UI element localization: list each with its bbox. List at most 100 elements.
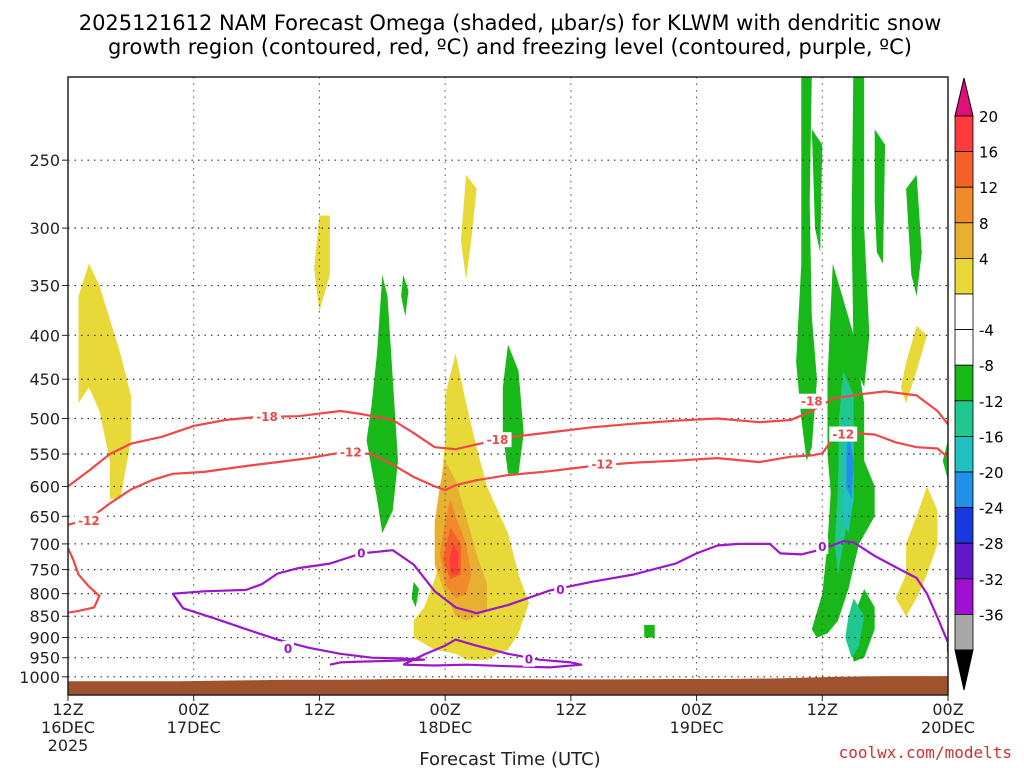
y-tick-label-750: 750: [29, 561, 60, 580]
colorbar-label-10: -20: [979, 464, 1004, 482]
colorbar-swatch-3: [954, 222, 974, 259]
y-tick-label-350: 350: [29, 277, 60, 296]
contour-label-bg-minus12-1: [336, 444, 365, 460]
colorbar-swatch-1: [954, 151, 974, 188]
colorbar-bottom-arrow: [954, 649, 974, 691]
y-tick-label-850: 850: [29, 607, 60, 626]
colorbar-label-6: -4: [979, 322, 994, 340]
y-tick-label-550: 550: [29, 445, 60, 464]
contour-label-zero_base-0: 0: [525, 653, 533, 667]
omega-region-neg12-25: [845, 598, 865, 658]
y-tick-label-450: 450: [29, 370, 60, 389]
y-tick-label-500: 500: [29, 409, 60, 428]
omega-region-pos4-6: [455, 645, 498, 660]
colorbar-swatch-7: [954, 364, 974, 402]
contour-zero: [172, 540, 948, 652]
colorbar-label-8: -12: [979, 393, 1004, 411]
colorbar-swatch-0: [954, 115, 974, 152]
x-tick-date-1: 17DEC: [167, 718, 221, 737]
y-tick-label-300: 300: [29, 219, 60, 238]
colorbar-top-arrow: [954, 77, 974, 117]
colorbar-swatch-2: [954, 186, 974, 224]
y-tick-label-400: 400: [29, 326, 60, 345]
colorbar-label-2: 12: [979, 179, 998, 197]
contour-label-zero-2: 0: [818, 540, 826, 554]
omega-region-neg20-27: [846, 433, 854, 499]
colorbar-label-13: -32: [979, 571, 1004, 589]
colorbar-label-11: -24: [979, 500, 1004, 518]
omega-region-neg8-20: [874, 129, 886, 264]
omega-region-neg8-14: [411, 581, 419, 608]
contour-zero_lower: [171, 593, 426, 666]
omega-region-neg8-12: [401, 274, 409, 317]
x-tick-label-7: 00Z: [932, 700, 963, 719]
colorbar-swatch-4: [954, 257, 974, 295]
y-tick-label-800: 800: [29, 585, 60, 604]
y-tick-label-600: 600: [29, 477, 60, 496]
omega-region-neg8-22: [942, 440, 948, 481]
omega-region-pos4-0: [78, 263, 131, 499]
colorbar-label-4: 4: [979, 250, 989, 268]
contour-label-zero_lower-0: 0: [284, 642, 292, 656]
ground-layer: [68, 676, 948, 695]
y-tick-label-700: 700: [29, 535, 60, 554]
contour-label-minus12-3: -12: [832, 428, 854, 442]
contour-label-minus12-1: -12: [340, 446, 362, 460]
colorbar-label-1: 16: [979, 144, 998, 162]
contour-label-minus18-0: -18: [256, 410, 278, 424]
contour-label-bg-zero_lower-0: [282, 640, 294, 656]
contour-label-minus12-0: -12: [78, 514, 100, 528]
contour-label-bg-zero-0: [355, 545, 368, 561]
omega-region-neg8-16: [796, 77, 817, 461]
colorbar-swatch-8: [954, 400, 974, 437]
y-axis-ticks: 250 300 350 400 450 500 550 600 650 700 750 800 850 9…: [19, 151, 68, 687]
contour-layer: -18 -18 -18 -12 -12 -12 -12 0 0 0 0 0: [68, 390, 948, 669]
colorbar-swatch-10: [954, 471, 974, 508]
contour-label-bg-zero-2: [816, 539, 829, 555]
plot-frame: [67, 76, 949, 696]
x-tick-year-0: 2025: [48, 736, 89, 755]
colorbar-swatch-12: [954, 542, 974, 580]
contour-label-bg-zero_base-0: [522, 651, 535, 667]
colorbar-label-7: -8: [979, 357, 994, 375]
contour-label-bg-minus12-2: [588, 456, 617, 472]
omega-region-pos20-10: [449, 543, 459, 575]
omega-region-pos4-5: [895, 486, 938, 617]
contour-minus12b: [68, 547, 101, 614]
contour-label-zero-1: 0: [556, 583, 564, 597]
colorbar-label-3: 8: [979, 215, 989, 233]
colorbar-label-14: -36: [979, 606, 1004, 624]
x-tick-label-5: 00Z: [681, 700, 712, 719]
x-axis-label: Forecast Time (UTC): [419, 749, 600, 768]
contour-label-bg-minus12-3: [829, 426, 858, 442]
y-tick-label-1000: 1000: [19, 668, 60, 687]
contour-label-bg-minus18-0: [253, 408, 282, 424]
y-tick-label-950: 950: [29, 649, 60, 668]
contour-label-bg-minus18-2: [797, 393, 826, 409]
omega-region-neg8-17: [811, 129, 823, 253]
credit-text: coolwx.com/modelts: [839, 743, 1012, 762]
ground-terrain: [68, 676, 948, 695]
colorbar-swatch-11: [954, 507, 974, 544]
omega-region-pos4-1: [314, 215, 330, 312]
omega-shading-layer: [78, 77, 948, 662]
colorbar-swatch-14: [954, 614, 974, 651]
x-tick-date-0: 16DEC: [41, 718, 95, 737]
x-tick-label-1: 00Z: [178, 700, 209, 719]
contour-label-minus18-1: -18: [487, 433, 509, 447]
omega-region-neg8-11: [366, 274, 398, 534]
colorbar-swatch-13: [954, 578, 974, 615]
contour-label-zero-0: 0: [357, 546, 365, 560]
x-tick-label-6: 12Z: [807, 700, 838, 719]
x-tick-label-4: 12Z: [555, 700, 586, 719]
colorbar-label-0: 20: [979, 108, 998, 126]
colorbar-swatch-6: [954, 329, 974, 366]
x-tick-date-5: 19DEC: [670, 718, 724, 737]
y-tick-label-900: 900: [29, 629, 60, 648]
chart-title-line1: 2025121612 NAM Forecast Omega (shaded, μ…: [79, 11, 942, 35]
y-tick-label-250: 250: [29, 151, 60, 170]
contour-label-bg-minus12-0: [74, 512, 103, 528]
colorbar-swatch-5: [954, 293, 974, 330]
